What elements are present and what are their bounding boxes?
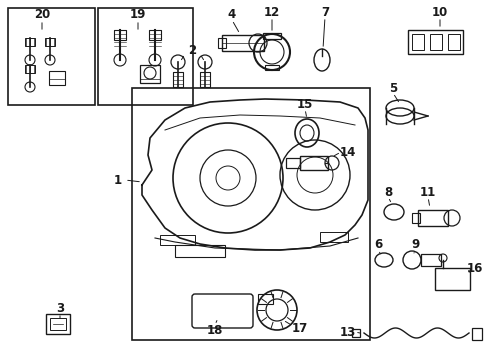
Bar — [114, 30, 126, 40]
Bar — [417, 210, 447, 226]
Bar — [149, 30, 161, 40]
Text: 6: 6 — [373, 238, 381, 252]
Text: 12: 12 — [264, 5, 280, 18]
Bar — [140, 65, 160, 83]
Text: 11: 11 — [419, 185, 435, 198]
Bar — [420, 254, 440, 266]
Bar — [132, 88, 369, 340]
Bar — [25, 38, 35, 46]
Text: 1: 1 — [114, 174, 122, 186]
Bar — [411, 34, 423, 50]
Bar — [407, 30, 462, 54]
Text: 7: 7 — [320, 5, 328, 18]
Text: 19: 19 — [129, 9, 146, 22]
Bar — [429, 34, 441, 50]
Bar — [45, 38, 55, 46]
Bar — [98, 8, 193, 105]
Bar — [434, 268, 469, 290]
Bar — [447, 34, 459, 50]
Bar — [46, 314, 70, 334]
Bar — [200, 72, 209, 87]
Bar — [160, 235, 195, 245]
Text: 15: 15 — [296, 98, 312, 111]
Bar — [222, 35, 264, 51]
Bar — [471, 328, 481, 340]
Text: 3: 3 — [56, 302, 64, 315]
Bar — [285, 158, 299, 168]
Bar — [319, 232, 347, 242]
Text: 4: 4 — [227, 9, 236, 22]
Bar — [8, 8, 95, 105]
Bar — [50, 318, 66, 330]
Bar — [299, 156, 327, 170]
Text: 9: 9 — [410, 238, 418, 252]
Bar — [173, 72, 183, 87]
Text: 20: 20 — [34, 9, 50, 22]
Bar — [263, 33, 281, 39]
Text: 14: 14 — [339, 145, 355, 158]
Text: 10: 10 — [431, 5, 447, 18]
Bar — [25, 65, 35, 73]
Bar — [351, 329, 359, 337]
Text: 13: 13 — [339, 325, 355, 338]
Text: 8: 8 — [383, 185, 391, 198]
Bar — [218, 38, 225, 48]
Bar — [49, 71, 65, 85]
Text: 18: 18 — [206, 324, 223, 337]
Bar — [411, 213, 419, 223]
Text: 2: 2 — [187, 44, 196, 57]
Bar — [264, 65, 279, 70]
Bar — [175, 245, 224, 257]
Bar — [258, 294, 272, 304]
Text: 5: 5 — [388, 81, 396, 94]
Text: 17: 17 — [291, 321, 307, 334]
Text: 16: 16 — [466, 261, 482, 274]
